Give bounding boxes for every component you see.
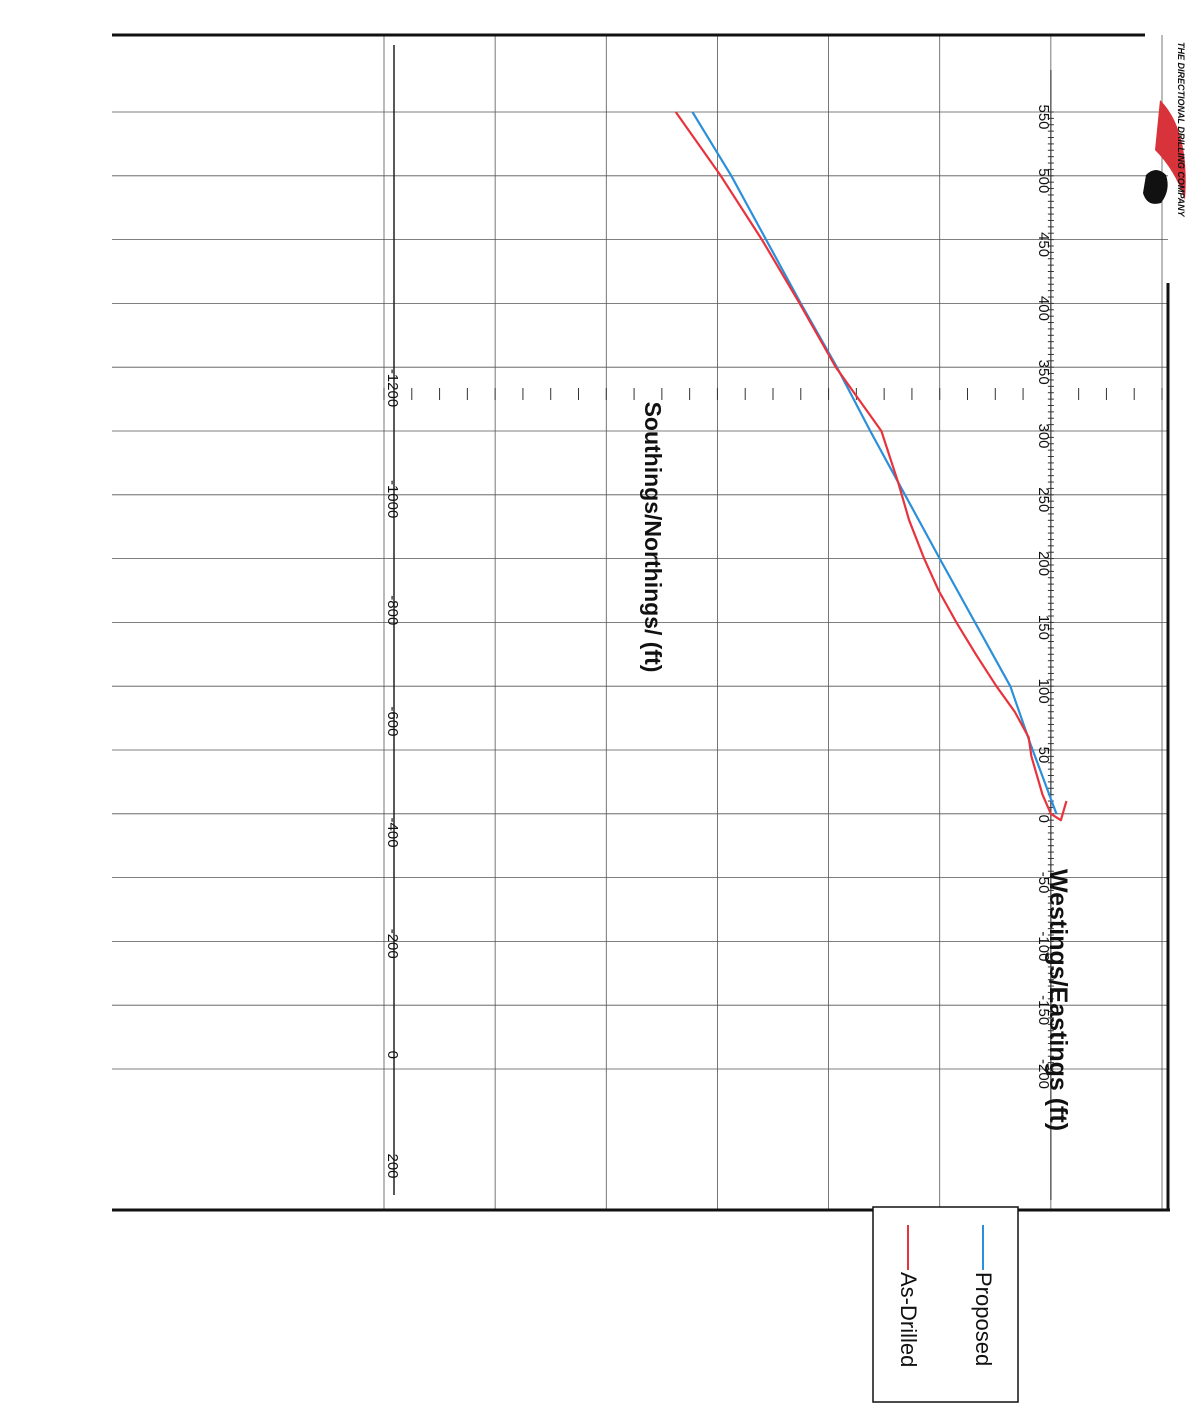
- east-tick-label: 500: [1035, 168, 1052, 193]
- series-line-proposed: [691, 111, 1058, 815]
- north-tick-label: -200: [384, 929, 401, 959]
- y-axis-title: Southings/Northings/ (ft): [640, 402, 666, 673]
- east-tick-label: 150: [1035, 615, 1052, 640]
- axes: -1200-1000-800-600-400-2000200-200-150-1…: [383, 45, 1163, 1200]
- east-tick-label: -200: [1035, 1059, 1052, 1089]
- north-tick-label: -600: [384, 706, 401, 736]
- east-tick-label: 400: [1035, 296, 1052, 321]
- east-tick-label: -100: [1035, 931, 1052, 961]
- logo-text: THE DIRECTIONAL DRILLING COMPANY: [1176, 42, 1186, 218]
- east-tick-label: 50: [1035, 747, 1052, 764]
- north-tick-label: -800: [384, 595, 401, 625]
- north-tick-label: 200: [384, 1153, 401, 1178]
- series-lines: [674, 111, 1068, 822]
- east-tick-label: 200: [1035, 551, 1052, 576]
- x-axis-title: Westings/Eastings (ft): [1044, 869, 1072, 1131]
- north-tick-label: -1200: [384, 369, 401, 407]
- east-tick-label: -50: [1035, 872, 1052, 894]
- east-tick-label: -150: [1035, 995, 1052, 1025]
- east-tick-label: 100: [1035, 679, 1052, 704]
- east-tick-label: 250: [1035, 487, 1052, 512]
- company-logo: THE DIRECTIONAL DRILLING COMPANY: [1143, 42, 1186, 218]
- series-line-as-drilled: [674, 111, 1068, 822]
- logo-mark: [1143, 170, 1168, 204]
- east-tick-label: 300: [1035, 423, 1052, 448]
- logo-swoosh: [1155, 100, 1186, 200]
- grid: [112, 35, 1168, 1210]
- north-tick-label: -1000: [384, 480, 401, 518]
- east-tick-label: 550: [1035, 104, 1052, 129]
- legend-as-drilled-label: As-Drilled: [896, 1272, 921, 1367]
- east-tick-label: 450: [1035, 232, 1052, 257]
- east-tick-label: 350: [1035, 360, 1052, 385]
- north-tick-label: 0: [384, 1051, 401, 1059]
- legend-proposed-label: Proposed: [971, 1272, 996, 1366]
- legend-box: [872, 1206, 1019, 1403]
- east-tick-label: 0: [1035, 815, 1052, 823]
- north-tick-label: -400: [384, 818, 401, 848]
- legend: Proposed As-Drilled: [872, 1206, 1019, 1403]
